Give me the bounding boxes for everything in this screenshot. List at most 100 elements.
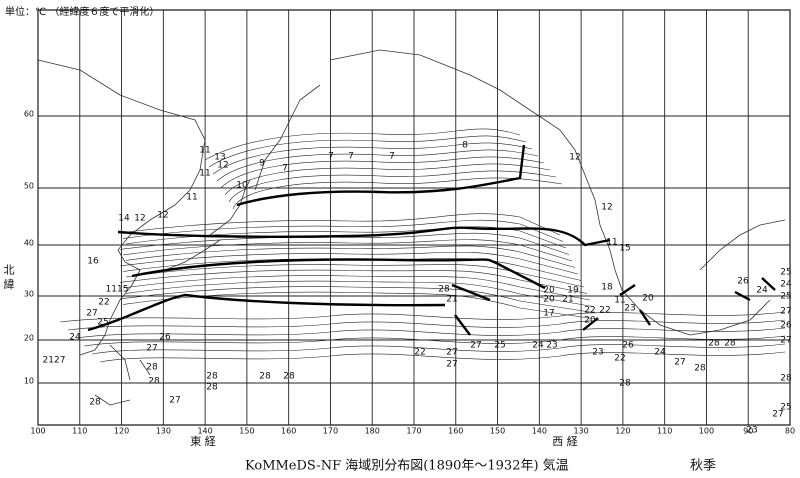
contour-label: 21 [446,295,457,305]
lon-label: 100 [699,427,714,436]
contour-label: 24 [654,348,666,358]
lon-label: 170 [406,427,421,436]
asia-coast [37,59,206,356]
contour-label: 20 [642,294,654,304]
isotherm [99,351,786,363]
lon-label: 150 [490,427,505,436]
lon-label: 90 [743,427,753,436]
lat-label: 50 [24,182,34,191]
contour-label: 25 [494,341,505,351]
lon-label: 180 [365,427,380,436]
lat-label: 10 [24,377,34,386]
isotherm [83,335,786,347]
contour-label: 28 [259,372,271,382]
contour-label: 27 [674,358,685,368]
contour-label: 28 [283,372,295,382]
contour-label: 12 [569,153,580,163]
isotherm [119,213,561,236]
isotherms [59,128,786,363]
contour-label: 26 [622,341,634,351]
contour-label: 9 [259,159,265,169]
contour-label: 15 [619,244,630,254]
contour-label: 25 [780,268,791,278]
contour-label: 27 [169,396,180,406]
contour-label: 12 [157,211,168,221]
contour-label: 11 [614,296,625,306]
contour-label: 7 [348,152,354,162]
isotherm [204,128,521,161]
isotherm [125,280,594,307]
contour-label: 28 [438,285,450,295]
contour-label: 22 [584,306,595,316]
isotherm [122,291,600,320]
contour-label: 28 [148,377,160,387]
isotherm [125,264,585,288]
contour-label: 27 [780,307,791,317]
isotherm [216,149,539,182]
contour-label: 20 [543,286,555,296]
contour-label: 28 [780,374,792,384]
contour-label: 1115 [106,285,129,295]
contour-label: 26 [737,277,749,287]
coastlines [37,49,786,406]
america-coast [329,49,771,336]
lon-label: 140 [532,427,547,436]
contour-label: 25 [780,403,791,413]
gulf-coast [699,219,786,271]
isotherm [122,219,564,242]
isotherm [125,226,567,249]
isotherm [75,327,786,339]
isotherm [119,232,570,255]
isotherm [220,156,545,189]
lon-label: 130 [156,427,171,436]
isotherm [208,135,527,168]
islands [94,344,151,406]
kamchatka [254,84,321,191]
contour-label: 28 [619,379,631,389]
contour-label: 11 [199,146,210,156]
contour-label: 7 [328,152,334,162]
isotherm [122,239,573,262]
lon-label: 130 [573,427,588,436]
contour-label: 22 [599,306,610,316]
lon-label: 160 [281,427,296,436]
isotherm [119,286,597,314]
isotherm [59,311,786,323]
contour-label: 26 [159,333,171,343]
contour-label: 17 [543,309,554,319]
lat-label: 60 [24,110,34,119]
contour-label: 28 [89,398,101,408]
contour-label: 12 [134,214,145,224]
lon-label: 120 [114,427,129,436]
contour-label: 27 [446,348,457,358]
isotherm [212,142,533,175]
lat-label: 30 [24,290,34,299]
contour-label: 28 [206,372,218,382]
isotherm [122,275,591,301]
west-label: 西 経 [552,435,578,448]
lon-label: 120 [615,427,630,436]
contour-label: 20 [584,316,596,326]
contour-label: 11 [186,193,197,203]
contour-label: 27 [446,360,457,370]
isotherm [224,163,551,196]
contour-label: 10 [236,181,248,191]
isotherm [119,269,588,294]
contour-label: 22 [98,298,109,308]
contour-label: 27 [86,309,97,319]
lat-label: 40 [24,239,34,248]
contour-label: 27 [772,410,783,420]
contour-label: 21 [562,295,573,305]
east-label: 東 経 [190,435,216,448]
unit-note: 単位：℃ （経緯度６度で平滑化） [5,5,159,18]
lon-label: 140 [197,427,212,436]
contour-label: 11 [606,238,617,248]
north-label: 北 緯 [2,264,15,290]
lon-label: 80 [785,427,795,436]
lon-label: 110 [72,427,87,436]
contour-label: 12 [217,161,228,171]
contour-label: 27 [146,344,157,354]
contour-label: 27 [470,341,481,351]
contour-label: 28 [206,383,218,393]
